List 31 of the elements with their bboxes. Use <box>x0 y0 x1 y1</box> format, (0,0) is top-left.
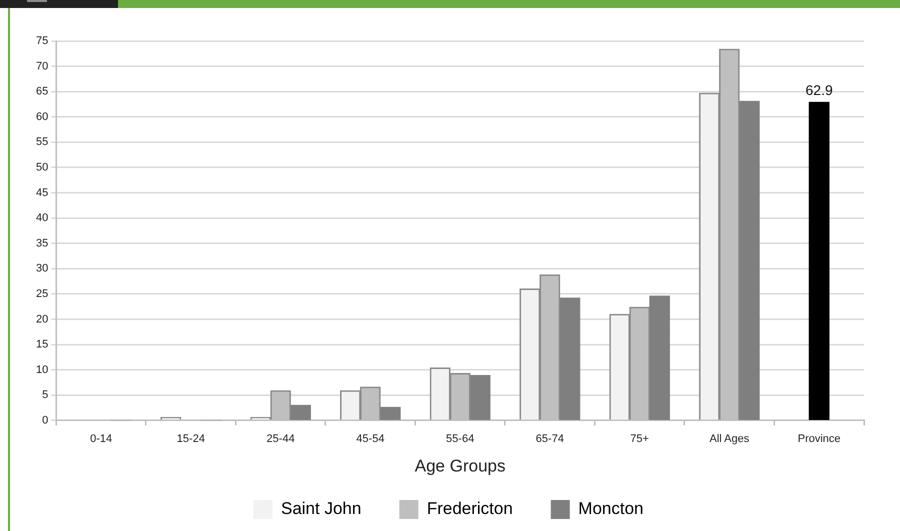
y-tick-label: 65 <box>36 86 48 98</box>
legend-label: Fredericton <box>426 499 513 518</box>
y-tick-label: 55 <box>36 136 48 148</box>
y-tick-label: 10 <box>36 364 48 376</box>
y-tick-label: 45 <box>36 186 48 199</box>
x-tick-label: 15-24 <box>176 433 205 446</box>
y-tick-label: 20 <box>36 313 48 326</box>
x-tick-label: 25-44 <box>266 433 295 446</box>
y-tick-label: 30 <box>36 262 48 275</box>
legend-label: Saint John <box>280 499 362 518</box>
x-tick-label: 45-54 <box>356 433 384 446</box>
x-tick-label: All Ages <box>710 433 750 446</box>
data-label: 62.9 <box>806 82 833 98</box>
y-tick-label: 50 <box>36 162 48 174</box>
x-tick-label: 55-64 <box>446 433 474 446</box>
y-tick-label: 25 <box>36 288 48 300</box>
x-tick-label: 65-74 <box>536 433 564 446</box>
legend-label: Moncton <box>578 499 644 518</box>
y-tick-label: 5 <box>42 389 48 402</box>
y-tick-label: 15 <box>36 338 48 351</box>
y-tick-label: 60 <box>36 110 48 123</box>
y-tick-label: 0 <box>42 414 48 426</box>
x-tick-label: Province <box>798 433 841 446</box>
x-tick-label: 0-14 <box>90 433 112 446</box>
bar <box>808 102 830 420</box>
x-axis-title: Age Groups <box>414 456 506 476</box>
y-tick-label: 40 <box>36 212 48 224</box>
y-tick-label: 70 <box>36 60 48 72</box>
y-tick-label: 35 <box>36 237 48 250</box>
x-tick-label: 75+ <box>630 433 649 446</box>
y-tick-label: 75 <box>36 35 48 48</box>
